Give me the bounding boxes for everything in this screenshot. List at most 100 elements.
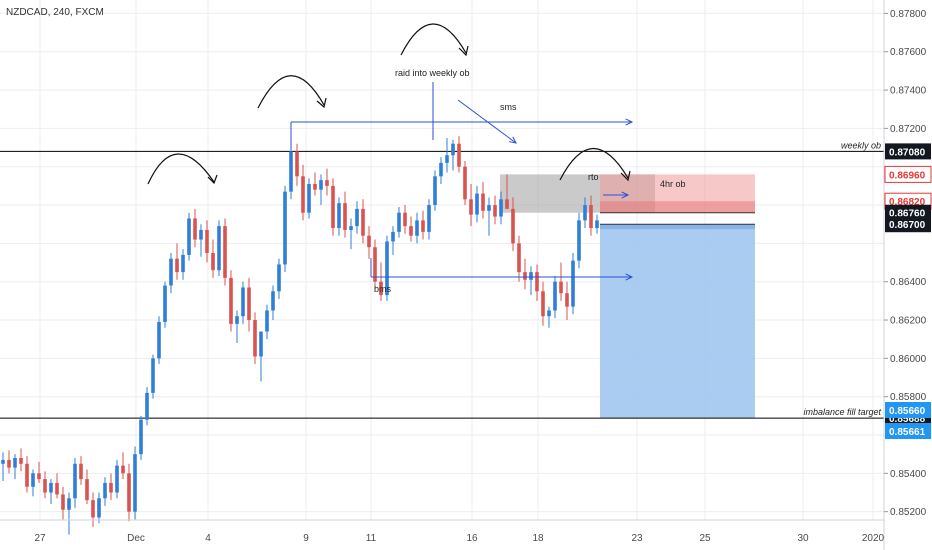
- candle-body[interactable]: [565, 293, 569, 307]
- candle-body[interactable]: [397, 212, 401, 232]
- candle-body[interactable]: [463, 166, 467, 200]
- candle-body[interactable]: [325, 180, 329, 186]
- candle-body[interactable]: [571, 260, 575, 307]
- candle-body[interactable]: [517, 243, 521, 273]
- candle-body[interactable]: [511, 208, 515, 244]
- candle-body[interactable]: [451, 143, 455, 156]
- candle-body[interactable]: [559, 281, 563, 294]
- candle-body[interactable]: [457, 143, 461, 167]
- candle-body[interactable]: [277, 264, 281, 292]
- candle-body[interactable]: [469, 199, 473, 215]
- candle-body[interactable]: [7, 459, 11, 468]
- candle-body[interactable]: [205, 229, 209, 253]
- candle-body[interactable]: [577, 220, 581, 261]
- candle-body[interactable]: [283, 191, 287, 265]
- candle-body[interactable]: [481, 193, 485, 211]
- candle-body[interactable]: [523, 272, 527, 280]
- candle-body[interactable]: [31, 473, 35, 487]
- candle-body[interactable]: [319, 180, 323, 190]
- candle-body[interactable]: [265, 310, 269, 332]
- candle-body[interactable]: [313, 183, 317, 190]
- candle-body[interactable]: [337, 203, 341, 229]
- candle-body[interactable]: [271, 291, 275, 311]
- candle-body[interactable]: [409, 226, 413, 236]
- candle-body[interactable]: [433, 176, 437, 206]
- candle-body[interactable]: [535, 272, 539, 292]
- candle-body[interactable]: [421, 220, 425, 232]
- candle-body[interactable]: [97, 498, 101, 518]
- candle-body[interactable]: [223, 226, 227, 278]
- candle-body[interactable]: [595, 220, 599, 229]
- candle-body[interactable]: [199, 229, 203, 240]
- candle-body[interactable]: [427, 205, 431, 232]
- candle-body[interactable]: [367, 235, 371, 248]
- candle-body[interactable]: [529, 272, 533, 280]
- candle-body[interactable]: [85, 479, 89, 501]
- candle-body[interactable]: [241, 287, 245, 317]
- candle-body[interactable]: [211, 252, 215, 271]
- candle-body[interactable]: [295, 151, 299, 177]
- candle-body[interactable]: [169, 258, 173, 286]
- candle-body[interactable]: [583, 205, 587, 221]
- candle-body[interactable]: [1, 459, 5, 464]
- candle-body[interactable]: [79, 463, 83, 480]
- candle-body[interactable]: [331, 185, 335, 229]
- candle-body[interactable]: [373, 247, 377, 282]
- candle-body[interactable]: [187, 218, 191, 255]
- candle-body[interactable]: [217, 226, 221, 271]
- candle-body[interactable]: [19, 458, 23, 464]
- candle-body[interactable]: [175, 258, 179, 273]
- candle-body[interactable]: [109, 482, 113, 493]
- candle-body[interactable]: [403, 212, 407, 227]
- candle-body[interactable]: [37, 473, 41, 480]
- candle-body[interactable]: [361, 208, 365, 236]
- candle-body[interactable]: [103, 482, 107, 499]
- candle-body[interactable]: [235, 316, 239, 324]
- candle-body[interactable]: [163, 285, 167, 322]
- candle-body[interactable]: [157, 321, 161, 359]
- candle-body[interactable]: [499, 199, 503, 217]
- candle-body[interactable]: [493, 205, 497, 217]
- candle-body[interactable]: [139, 419, 143, 455]
- candle-body[interactable]: [379, 281, 383, 296]
- candle-body[interactable]: [229, 277, 233, 324]
- candle-body[interactable]: [133, 454, 137, 512]
- candle-body[interactable]: [67, 498, 71, 510]
- candle-body[interactable]: [475, 193, 479, 215]
- candle-body[interactable]: [181, 254, 185, 273]
- candle-body[interactable]: [115, 465, 119, 493]
- candle-body[interactable]: [91, 500, 95, 518]
- candle-body[interactable]: [349, 226, 353, 230]
- candle-body[interactable]: [247, 287, 251, 321]
- candle-body[interactable]: [55, 482, 59, 495]
- candle-body[interactable]: [151, 358, 155, 393]
- candle-body[interactable]: [445, 155, 449, 163]
- candle-body[interactable]: [301, 176, 305, 213]
- candle-body[interactable]: [145, 392, 149, 420]
- candle-body[interactable]: [49, 482, 53, 493]
- candle-body[interactable]: [13, 458, 17, 468]
- candle-body[interactable]: [589, 205, 593, 229]
- candle-body[interactable]: [193, 218, 197, 240]
- candle-body[interactable]: [127, 473, 131, 512]
- candle-body[interactable]: [25, 463, 29, 487]
- candle-body[interactable]: [61, 494, 65, 510]
- candle-body[interactable]: [289, 151, 293, 192]
- candle-body[interactable]: [343, 203, 347, 230]
- candle-body[interactable]: [391, 231, 395, 242]
- candle-body[interactable]: [43, 479, 47, 493]
- candle-body[interactable]: [487, 205, 491, 211]
- candle-body[interactable]: [73, 463, 77, 499]
- candle-body[interactable]: [121, 465, 125, 474]
- candle-body[interactable]: [553, 281, 557, 311]
- candle-body[interactable]: [547, 310, 551, 317]
- candle-body[interactable]: [439, 162, 443, 177]
- candle-body[interactable]: [541, 291, 545, 317]
- candle-body[interactable]: [307, 183, 311, 213]
- candle-body[interactable]: [253, 320, 257, 357]
- candle-body[interactable]: [355, 208, 359, 227]
- candle-body[interactable]: [259, 331, 263, 357]
- candle-body[interactable]: [385, 241, 389, 296]
- candle-body[interactable]: [505, 199, 509, 209]
